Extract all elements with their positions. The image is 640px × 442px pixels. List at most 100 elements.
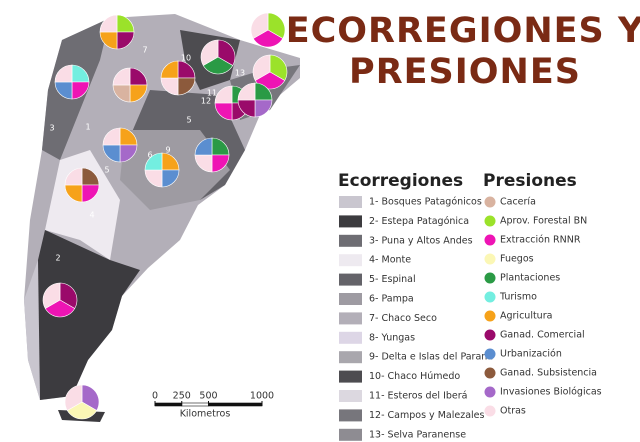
pie-slice [144, 152, 163, 171]
pie-slice [99, 14, 118, 33]
legend-label: Otras [500, 406, 526, 417]
legend-label: Turismo [499, 292, 537, 303]
region-label: 7 [142, 46, 147, 55]
legend-dot [484, 329, 496, 341]
pie-slice [66, 401, 98, 420]
legend-label: Fuegos [500, 254, 534, 265]
region-label: 2 [55, 254, 60, 263]
legend-label: Ganad. Comercial [500, 330, 585, 341]
legend-swatch [339, 428, 362, 441]
pie-slice [42, 282, 61, 309]
title-line: ECORREGIONES Y [286, 11, 640, 51]
legend-label: 13- Selva Paranense [369, 429, 466, 440]
scale-label: 0 [152, 391, 158, 402]
legend-label: 2- Estepa Patagónica [369, 216, 469, 227]
legend-dot [484, 310, 496, 322]
legend-swatch [339, 331, 362, 344]
pie-slice [200, 39, 219, 66]
scale-segment [154, 402, 183, 407]
region-label: 3 [49, 124, 54, 133]
legend-label: Aprov. Forestal BN [500, 216, 587, 227]
scale-segment [208, 402, 263, 407]
legend-label: 10- Chaco Húmedo [369, 371, 460, 382]
region-monte [45, 150, 120, 260]
scale-label: 500 [199, 391, 217, 402]
pie-slice [112, 67, 131, 86]
pie-slice [214, 85, 233, 104]
legend-swatch [339, 351, 362, 364]
legend-dot [484, 405, 496, 417]
region-label: 11 [207, 89, 217, 98]
legend-label: 3- Puna y Altos Andes [369, 235, 473, 246]
legend-swatch [339, 215, 362, 228]
legend-dot [484, 272, 496, 284]
scale-segment [181, 402, 209, 407]
pie-slice [102, 127, 121, 146]
region-label: 4 [89, 211, 94, 220]
legend-label: Agricultura [500, 311, 552, 322]
legend-swatch [339, 409, 362, 422]
scale-label: 250 [173, 391, 191, 402]
legend-label: 8- Yungas [369, 332, 415, 343]
scale-label: 1000 [250, 391, 274, 402]
pie-slice [194, 137, 213, 156]
region-label: 9 [165, 146, 170, 155]
pie-slice [64, 384, 83, 411]
pie-slice [252, 29, 284, 48]
legend-swatch [339, 273, 362, 286]
legend-label: 1- Bosques Patagónicos [369, 197, 482, 208]
legend-swatch [339, 312, 362, 325]
legend-swatch [339, 370, 362, 383]
legend-dot [484, 386, 496, 398]
legend-title: Presiones [483, 171, 577, 191]
pie-slice [160, 60, 179, 79]
legend-title: Ecorregiones [338, 171, 463, 191]
legend-dot [484, 196, 496, 208]
pie-slice [44, 299, 76, 318]
legend-label: 12- Campos y Malezales [369, 410, 484, 421]
legend-label: Urbanización [500, 349, 562, 360]
region-label: 13 [235, 69, 245, 78]
legend-dot [484, 348, 496, 360]
legend-label: Plantaciones [500, 273, 560, 284]
legend-swatch [339, 390, 362, 402]
pie-slice [237, 82, 256, 101]
legend-label: Ganad. Subsistencia [500, 368, 597, 379]
region-label: 10 [181, 54, 191, 63]
legend-dot [484, 367, 496, 379]
legend-label: Cacería [500, 197, 536, 208]
legend-label: 11- Esteros del Iberá [369, 391, 467, 402]
legend-label: Invasiones Biológicas [500, 387, 602, 398]
legend-dot [484, 234, 496, 246]
region-label: 12 [201, 97, 211, 106]
legend-swatch [339, 293, 362, 305]
pie-slice [54, 64, 73, 83]
region-label: 5 [186, 116, 191, 125]
region-bosques [24, 260, 40, 400]
legend-label: 5- Espinal [369, 274, 416, 285]
title-line: PRESIONES [349, 52, 581, 92]
legend-swatch [339, 196, 362, 208]
legend-dot [484, 291, 496, 303]
legend-swatch [339, 254, 362, 267]
pie-slice [252, 54, 271, 81]
legend-label: 4- Monte [369, 255, 411, 266]
pie-slice [250, 12, 269, 39]
region-label: 1 [85, 123, 90, 132]
legend-swatch [339, 234, 362, 247]
legend-dot [484, 253, 496, 265]
pie-slice [202, 56, 234, 75]
pie-slice [64, 167, 83, 186]
region-label: 5 [104, 166, 109, 175]
scale-unit: Kilometros [180, 409, 231, 420]
legend-label: Extracción RNNR [500, 235, 581, 246]
legend-label: 9- Delta e Islas del Paraná [369, 352, 493, 363]
legend-label: 7- Chaco Seco [369, 313, 437, 324]
pie-slice [254, 99, 273, 118]
region-label: 6 [147, 151, 152, 160]
legend-dot [484, 215, 496, 227]
region-estepa [35, 230, 140, 400]
legend-label: 6- Pampa [369, 294, 414, 305]
